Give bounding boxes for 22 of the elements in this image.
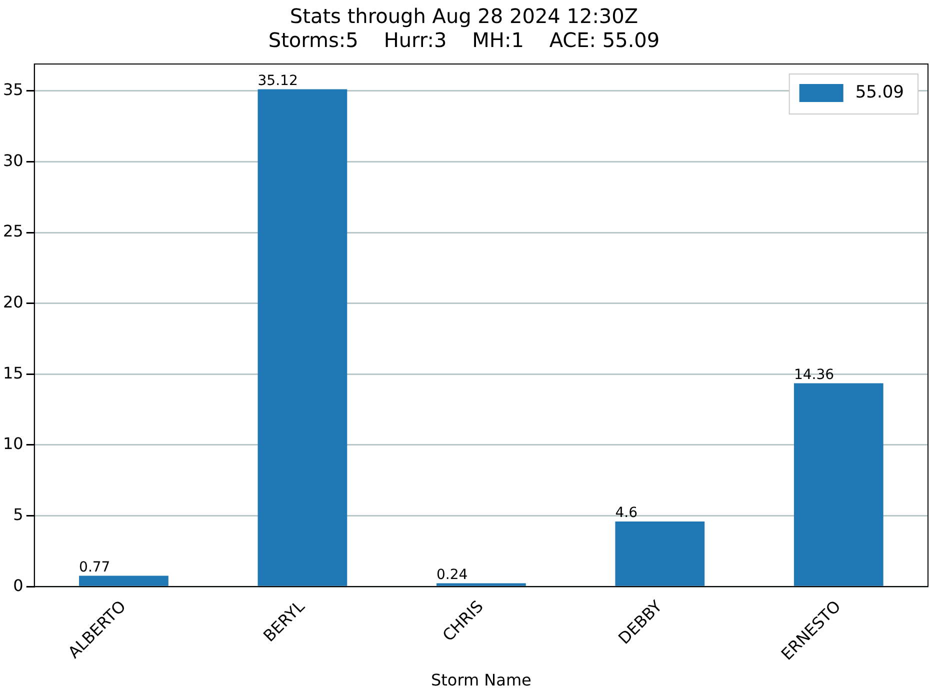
chart-subtitle: Storms:5 Hurr:3 MH:1 ACE: 55.09 xyxy=(268,28,660,52)
legend-label: 55.09 xyxy=(855,82,904,102)
bar xyxy=(436,583,526,586)
data-label: 14.36 xyxy=(794,366,834,383)
y-tick-label: 30 xyxy=(3,150,24,170)
chart-title: Stats through Aug 28 2024 12:30Z xyxy=(290,4,638,28)
bar xyxy=(615,521,705,586)
data-label: 4.6 xyxy=(615,505,638,522)
bar xyxy=(79,576,168,586)
bar xyxy=(794,383,884,586)
x-axis-title: Storm Name xyxy=(430,670,532,690)
y-tick-label: 25 xyxy=(3,222,24,241)
y-tick-label: 5 xyxy=(13,504,24,524)
data-label: 35.12 xyxy=(258,72,298,89)
y-tick-label: 0 xyxy=(13,576,24,595)
y-tick-label: 10 xyxy=(3,434,24,454)
y-tick-label: 35 xyxy=(3,80,24,100)
y-tick-label: 20 xyxy=(3,292,24,312)
bar xyxy=(258,89,348,586)
data-label: 0.24 xyxy=(436,566,468,583)
y-tick-label: 15 xyxy=(3,363,24,382)
data-label: 0.77 xyxy=(79,559,110,576)
